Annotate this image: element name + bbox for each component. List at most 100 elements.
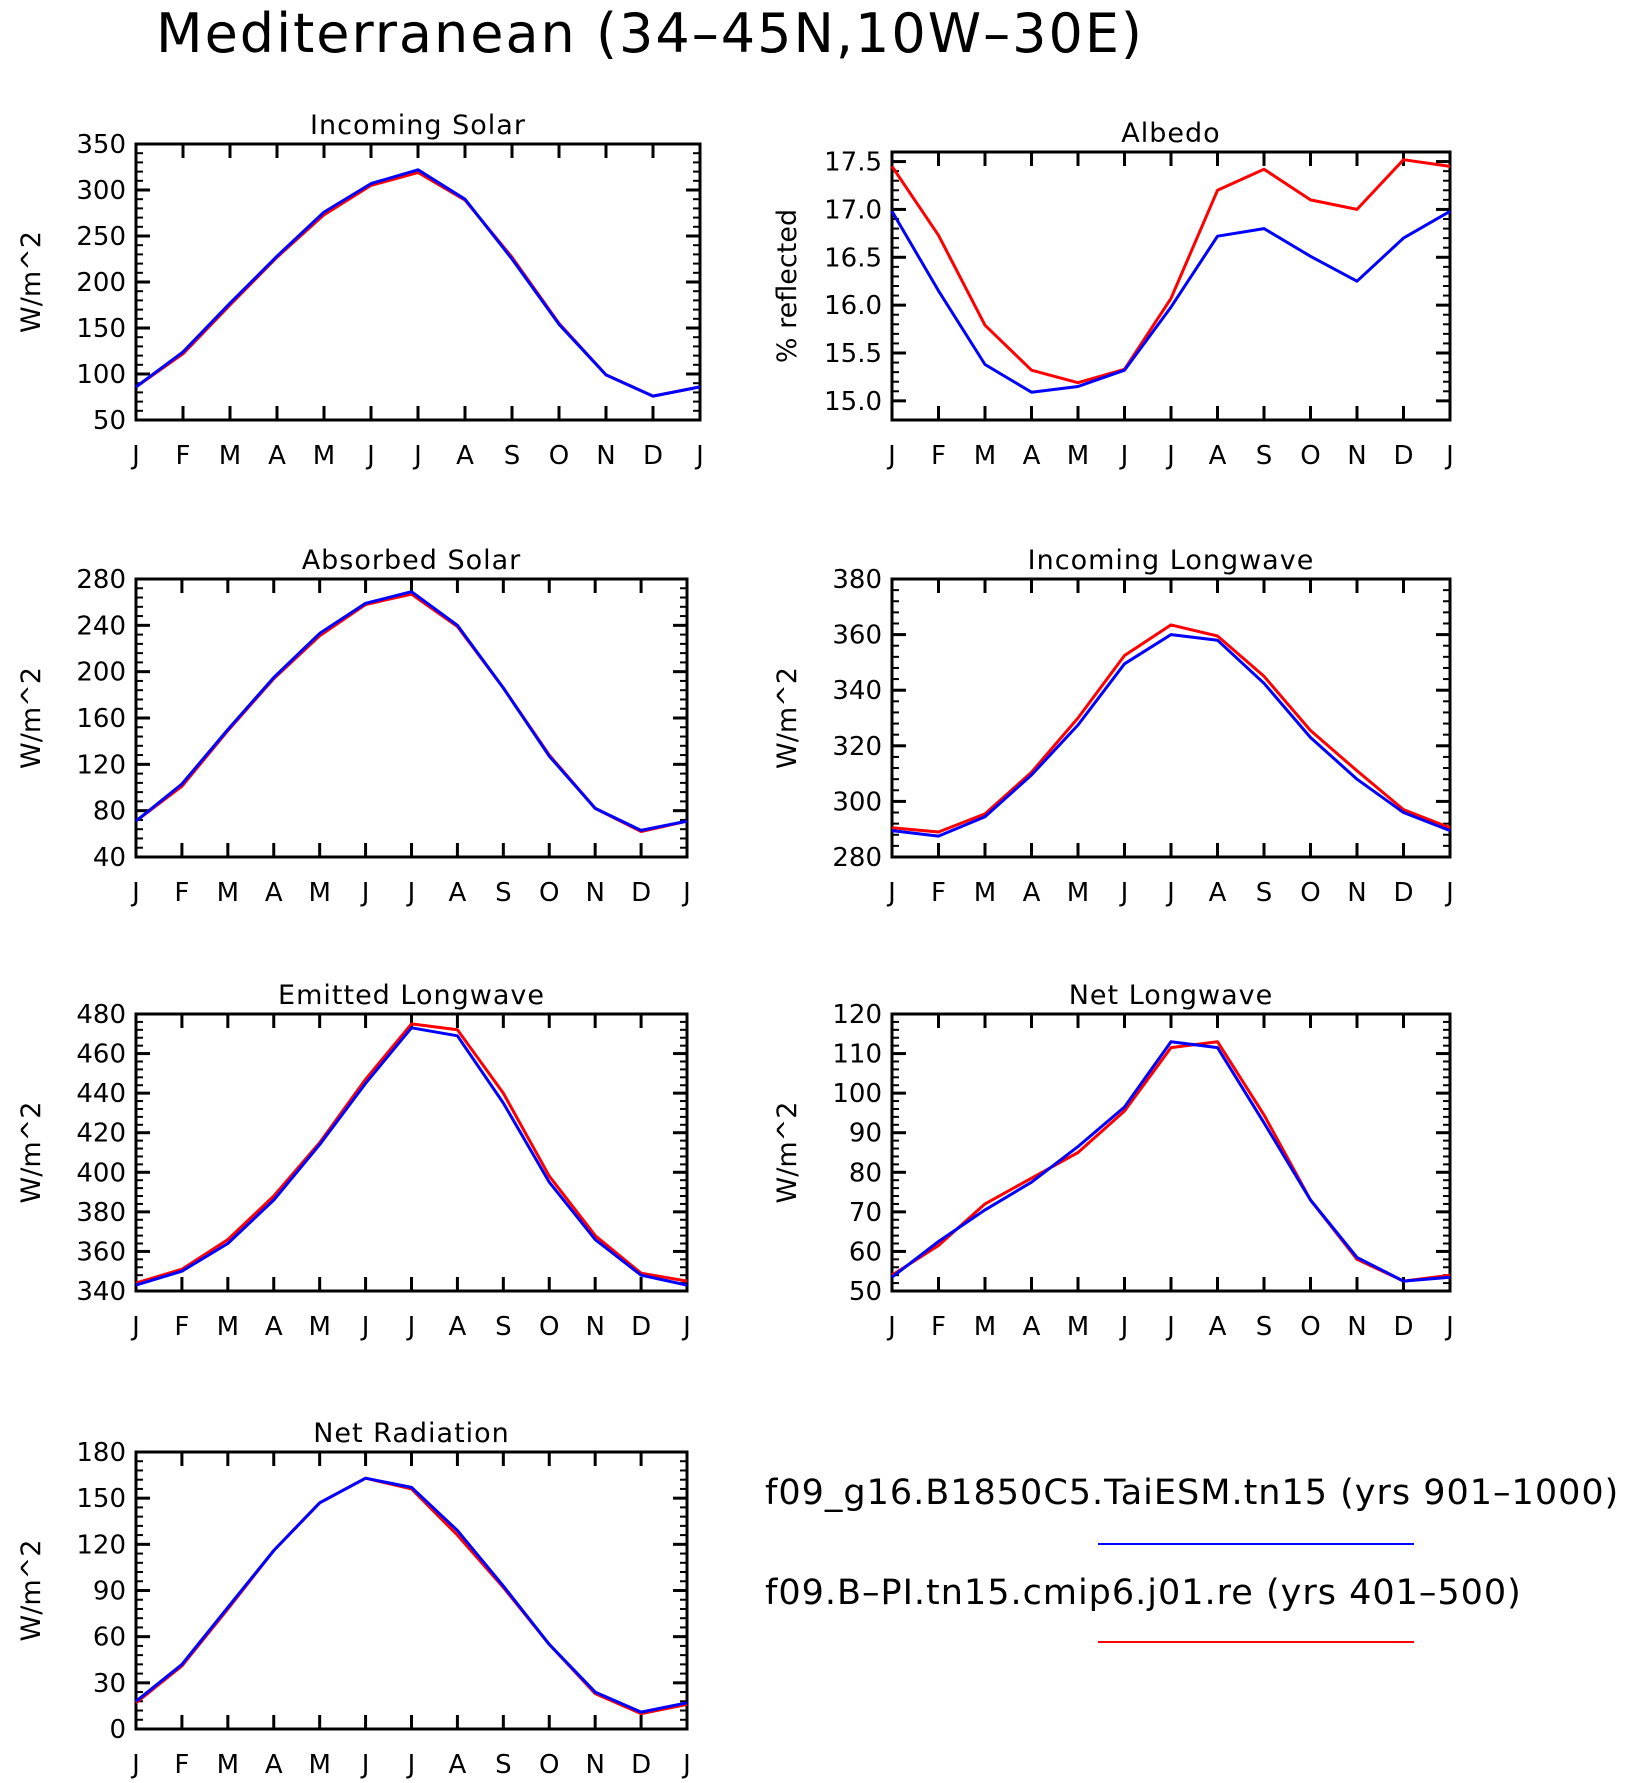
x-tick-label: S bbox=[504, 441, 521, 471]
y-tick-label: 15.5 bbox=[824, 339, 882, 369]
y-tick-label: 120 bbox=[76, 1530, 126, 1560]
y-tick-label: 480 bbox=[76, 1000, 126, 1030]
series-line-red bbox=[890, 158, 1451, 385]
panel-title: Net Radiation bbox=[313, 1418, 510, 1449]
x-tick-label: J bbox=[130, 1312, 140, 1342]
x-tick-label: F bbox=[174, 878, 189, 908]
x-tick-label: J bbox=[694, 441, 704, 471]
x-tick-label: J bbox=[886, 1312, 896, 1342]
x-tick-label: J bbox=[406, 878, 416, 908]
y-tick-label: 100 bbox=[76, 360, 126, 390]
x-tick-label: J bbox=[1165, 878, 1175, 908]
x-tick-label: D bbox=[1393, 1312, 1413, 1342]
x-tick-label: M bbox=[1067, 1312, 1089, 1342]
x-tick-label: J bbox=[1119, 1312, 1129, 1342]
panels: J F M A M J J A S O N D J50100150200250300350Incomin… bbox=[16, 110, 1454, 1780]
y-axis-label: W/m^2 bbox=[772, 667, 803, 769]
chart-panel-1: J F M A M J J A S O N D J15.015.516.016.517.017.5Alb… bbox=[772, 118, 1454, 471]
panel-title: Net Longwave bbox=[1069, 980, 1274, 1011]
plot-frame bbox=[134, 1450, 689, 1731]
x-tick-label: M bbox=[217, 878, 239, 908]
x-tick-label: J bbox=[360, 1312, 370, 1342]
y-tick-label: 360 bbox=[832, 621, 882, 651]
x-tick-label: O bbox=[539, 1750, 559, 1780]
y-tick-label: 320 bbox=[832, 732, 882, 762]
x-tick-label: O bbox=[1300, 441, 1320, 471]
x-tick-label: N bbox=[1347, 441, 1366, 471]
y-tick-label: 420 bbox=[76, 1119, 126, 1149]
x-tick-label: M bbox=[1067, 441, 1089, 471]
panel-title: Incoming Longwave bbox=[1028, 545, 1315, 576]
x-tick-label: F bbox=[174, 1312, 189, 1342]
y-tick-label: 15.0 bbox=[824, 387, 882, 417]
series-line-blue bbox=[135, 1026, 688, 1287]
y-tick-label: 340 bbox=[832, 676, 882, 706]
x-tick-label: O bbox=[549, 441, 569, 471]
x-tick-label: J bbox=[406, 1750, 416, 1780]
y-axis-label: W/m^2 bbox=[772, 1102, 803, 1204]
y-tick-label: 100 bbox=[832, 1079, 882, 1109]
series-line-blue bbox=[890, 210, 1451, 394]
x-tick-label: A bbox=[449, 1750, 467, 1780]
series-line-red bbox=[135, 1476, 688, 1716]
y-tick-label: 240 bbox=[76, 611, 126, 641]
x-tick-label: A bbox=[1023, 878, 1041, 908]
y-tick-label: 50 bbox=[849, 1277, 882, 1307]
panel-title: Incoming Solar bbox=[310, 110, 526, 141]
y-axis-label: W/m^2 bbox=[16, 1540, 47, 1642]
x-tick-label: A bbox=[1023, 1312, 1041, 1342]
y-tick-label: 120 bbox=[832, 1000, 882, 1030]
y-tick-label: 150 bbox=[76, 314, 126, 344]
x-tick-label: O bbox=[1300, 1312, 1320, 1342]
x-tick-label: A bbox=[265, 878, 283, 908]
x-tick-label: J bbox=[130, 878, 140, 908]
panel-title: Absorbed Solar bbox=[302, 545, 522, 576]
chart-panel-4: J F M A M J J A S O N D J340360380400420440460480Emi… bbox=[16, 980, 691, 1342]
x-tick-label: F bbox=[931, 878, 946, 908]
series-line-blue bbox=[135, 1476, 688, 1714]
y-tick-label: 350 bbox=[76, 130, 126, 160]
x-tick-label: M bbox=[217, 1312, 239, 1342]
y-tick-label: 90 bbox=[849, 1119, 882, 1149]
y-tick-label: 40 bbox=[93, 843, 126, 873]
y-tick-label: 180 bbox=[76, 1438, 126, 1468]
x-tick-label: A bbox=[265, 1750, 283, 1780]
y-tick-label: 440 bbox=[76, 1079, 126, 1109]
x-tick-label: M bbox=[313, 441, 335, 471]
plot-frame bbox=[134, 577, 689, 859]
y-tick-label: 200 bbox=[76, 658, 126, 688]
x-tick-label: F bbox=[176, 441, 191, 471]
x-tick-label: J bbox=[412, 441, 422, 471]
y-tick-label: 200 bbox=[76, 268, 126, 298]
y-tick-label: 80 bbox=[849, 1158, 882, 1188]
series-line-red bbox=[135, 171, 701, 398]
y-tick-label: 70 bbox=[849, 1198, 882, 1228]
chart-panel-2: J F M A M J J A S O N D J4080120160200240280Absorbed… bbox=[16, 545, 691, 908]
x-tick-label: F bbox=[931, 1312, 946, 1342]
legend: f09_g16.B1850C5.TaiESM.tn15 (yrs 901–100… bbox=[765, 1473, 1619, 1643]
x-tick-label: A bbox=[265, 1312, 283, 1342]
y-tick-label: 50 bbox=[93, 406, 126, 436]
x-tick-label: F bbox=[931, 441, 946, 471]
y-tick-label: 60 bbox=[93, 1623, 126, 1653]
y-tick-label: 120 bbox=[76, 750, 126, 780]
y-tick-label: 400 bbox=[76, 1158, 126, 1188]
x-tick-label: J bbox=[681, 878, 691, 908]
series-line-blue bbox=[891, 1040, 1451, 1283]
series-line-red bbox=[135, 592, 688, 833]
x-tick-label: F bbox=[174, 1750, 189, 1780]
y-tick-label: 17.0 bbox=[824, 195, 882, 225]
legend-label: f09_g16.B1850C5.TaiESM.tn15 (yrs 901–100… bbox=[765, 1473, 1619, 1513]
x-tick-label: A bbox=[1023, 441, 1041, 471]
y-tick-label: 280 bbox=[832, 843, 882, 873]
y-tick-label: 16.0 bbox=[824, 291, 882, 321]
x-tick-label: D bbox=[631, 1312, 651, 1342]
y-tick-label: 30 bbox=[93, 1669, 126, 1699]
x-tick-label: J bbox=[130, 441, 140, 471]
x-tick-label: M bbox=[219, 441, 241, 471]
x-tick-label: J bbox=[406, 1312, 416, 1342]
x-tick-label: D bbox=[1393, 441, 1413, 471]
